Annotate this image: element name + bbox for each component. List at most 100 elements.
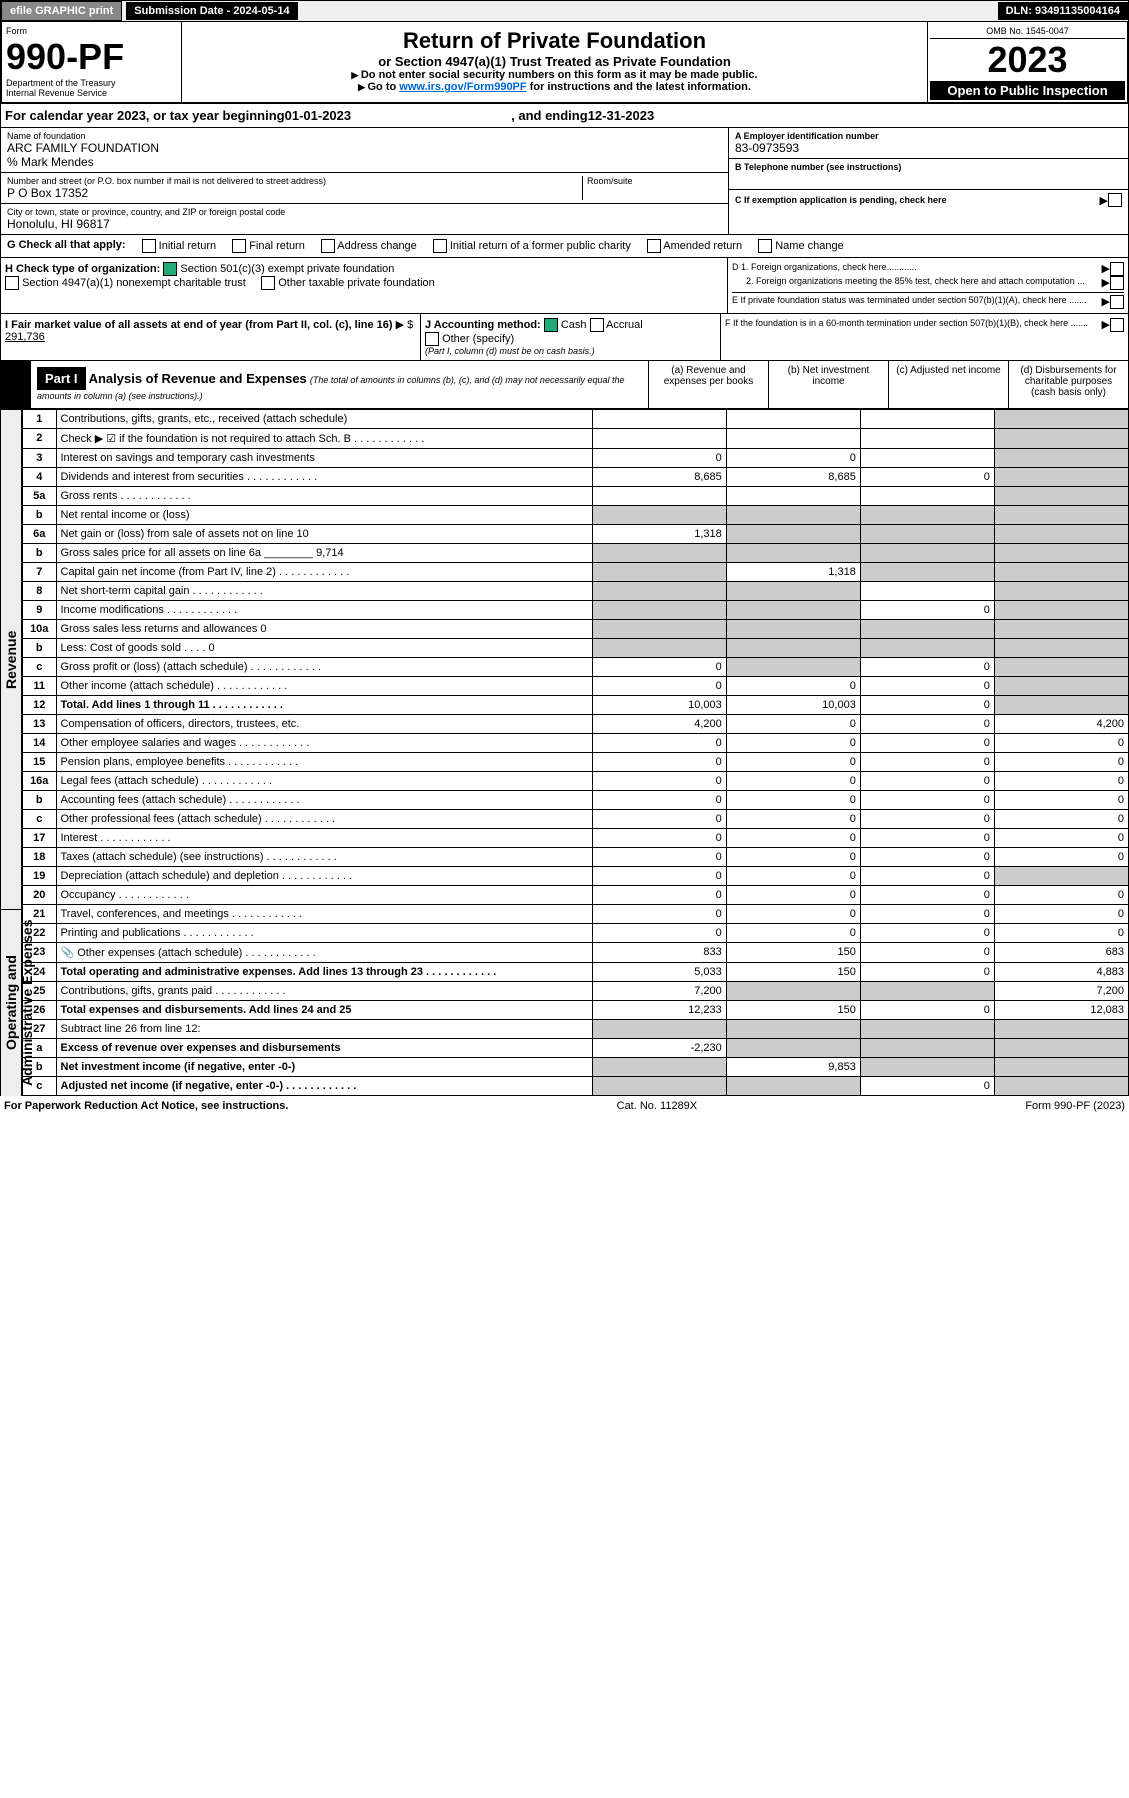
line-label: Contributions, gifts, grants, etc., rece…	[56, 410, 592, 429]
cell-value	[726, 658, 860, 677]
line-number: 15	[23, 753, 57, 772]
line-number: 2	[23, 429, 57, 449]
cell-value	[860, 487, 994, 506]
line-label: Interest on savings and temporary cash i…	[56, 449, 592, 468]
line-label: Excess of revenue over expenses and disb…	[56, 1039, 592, 1058]
cell-value: 0	[860, 1077, 994, 1096]
line-label: Legal fees (attach schedule)	[56, 772, 592, 791]
cell-value: 150	[726, 943, 860, 963]
cell-value: 150	[726, 963, 860, 982]
table-row: 5aGross rents	[23, 487, 1129, 506]
cell-value	[994, 525, 1128, 544]
cell-value	[994, 1058, 1128, 1077]
h-row: H Check type of organization: Section 50…	[5, 262, 723, 276]
table-row: 9Income modifications0	[23, 601, 1129, 620]
line-number: 17	[23, 829, 57, 848]
irs-link[interactable]: www.irs.gov/Form990PF	[399, 81, 526, 93]
open-public: Open to Public Inspection	[930, 81, 1125, 100]
cell-value: 0	[726, 677, 860, 696]
line-label: Occupancy	[56, 886, 592, 905]
line-label: Net gain or (loss) from sale of assets n…	[56, 525, 592, 544]
cell-value	[994, 544, 1128, 563]
cell-value: 7,200	[994, 982, 1128, 1001]
table-row: 23📎 Other expenses (attach schedule)8331…	[23, 943, 1129, 963]
d2-checkbox[interactable]	[1110, 276, 1124, 290]
line-number: 8	[23, 582, 57, 601]
cell-value: 0	[592, 734, 726, 753]
col-b-header: (b) Net investment income	[768, 361, 888, 408]
cell-value	[860, 620, 994, 639]
cell-value: 4,200	[592, 715, 726, 734]
cell-value	[860, 639, 994, 658]
d1-checkbox[interactable]	[1110, 262, 1124, 276]
table-row: 25Contributions, gifts, grants paid7,200…	[23, 982, 1129, 1001]
line-label: Net rental income or (loss)	[56, 506, 592, 525]
cell-value	[592, 639, 726, 658]
cell-value: 0	[994, 791, 1128, 810]
line-number: b	[23, 639, 57, 658]
j-accrual-checkbox[interactable]	[590, 318, 604, 332]
cell-value	[860, 449, 994, 468]
j-other-checkbox[interactable]	[425, 332, 439, 346]
cell-value: 0	[726, 924, 860, 943]
g-opt-former: Initial return of a former public charit…	[433, 239, 631, 253]
line-number: 9	[23, 601, 57, 620]
table-row: 1Contributions, gifts, grants, etc., rec…	[23, 410, 1129, 429]
ein: 83-0973593	[735, 141, 1122, 155]
cell-value: 0	[592, 449, 726, 468]
table-row: bGross sales price for all assets on lin…	[23, 544, 1129, 563]
efile-print-button[interactable]: efile GRAPHIC print	[1, 1, 122, 21]
line-number: b	[23, 791, 57, 810]
expenses-label: Operating and Administrative Expenses	[0, 909, 22, 1096]
h-4947-checkbox[interactable]	[5, 276, 19, 290]
arrow-icon: ▶	[1100, 194, 1108, 207]
c-checkbox[interactable]	[1108, 193, 1122, 207]
cell-value: 1,318	[592, 525, 726, 544]
g-opt-address: Address change	[321, 239, 417, 253]
table-row: 18Taxes (attach schedule) (see instructi…	[23, 848, 1129, 867]
cell-value: 0	[592, 772, 726, 791]
cell-value: 0	[726, 449, 860, 468]
cell-value	[726, 639, 860, 658]
table-row: 19Depreciation (attach schedule) and dep…	[23, 867, 1129, 886]
cell-value	[592, 506, 726, 525]
cell-value	[994, 677, 1128, 696]
city: Honolulu, HI 96817	[7, 217, 722, 231]
cell-value: 0	[994, 829, 1128, 848]
cell-value: 4,200	[994, 715, 1128, 734]
h-501c3-checkbox[interactable]	[163, 262, 177, 276]
cell-value	[726, 582, 860, 601]
cell-value	[994, 639, 1128, 658]
line-number: 12	[23, 696, 57, 715]
cell-value: 0	[994, 886, 1128, 905]
table-row: 4Dividends and interest from securities8…	[23, 468, 1129, 487]
h-other-checkbox[interactable]	[261, 276, 275, 290]
col-c-header: (c) Adjusted net income	[888, 361, 1008, 408]
table-row: bLess: Cost of goods sold . . . . 0	[23, 639, 1129, 658]
cell-value	[726, 1077, 860, 1096]
cell-value: 683	[994, 943, 1128, 963]
cell-value	[994, 658, 1128, 677]
table-row: 6aNet gain or (loss) from sale of assets…	[23, 525, 1129, 544]
tax-year: 2023	[930, 39, 1125, 81]
cell-value: 0	[726, 810, 860, 829]
cell-value: 0	[592, 829, 726, 848]
j-cash-checkbox[interactable]	[544, 318, 558, 332]
cell-value: 0	[726, 848, 860, 867]
cell-value: 0	[994, 734, 1128, 753]
cell-value: 10,003	[592, 696, 726, 715]
f-checkbox[interactable]	[1110, 318, 1124, 332]
line-label: Interest	[56, 829, 592, 848]
cell-value: 0	[860, 905, 994, 924]
cell-value	[994, 410, 1128, 429]
line-number: c	[23, 810, 57, 829]
entity-info: Name of foundation ARC FAMILY FOUNDATION…	[0, 128, 1129, 235]
irs-label: Internal Revenue Service	[6, 88, 177, 98]
table-row: 7Capital gain net income (from Part IV, …	[23, 563, 1129, 582]
e-checkbox[interactable]	[1110, 295, 1124, 309]
cell-value: 0	[860, 848, 994, 867]
table-row: 22Printing and publications0000	[23, 924, 1129, 943]
line-number: 16a	[23, 772, 57, 791]
cell-value: 0	[860, 829, 994, 848]
line-label: Taxes (attach schedule) (see instruction…	[56, 848, 592, 867]
